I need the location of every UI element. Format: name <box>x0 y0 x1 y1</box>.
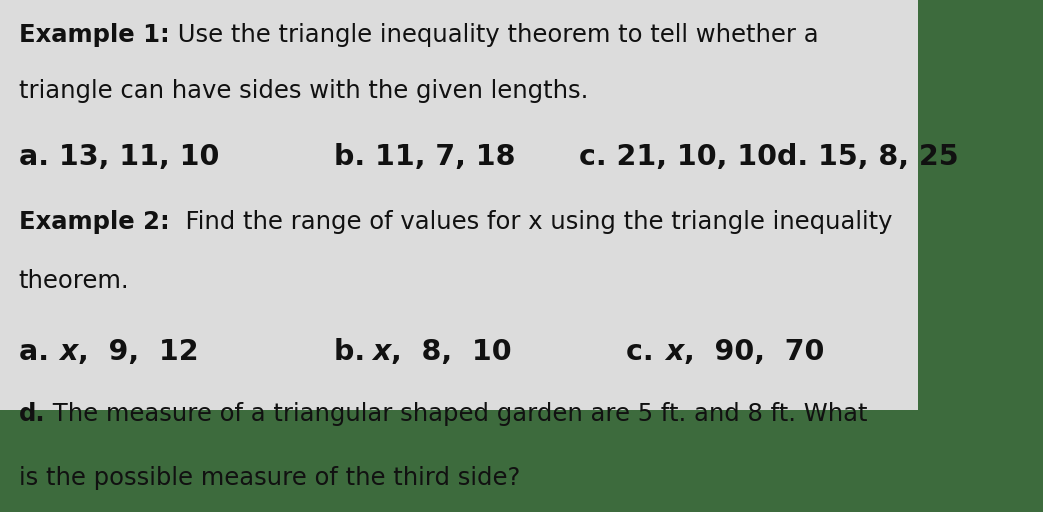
Text: x: x <box>665 338 684 366</box>
Text: ,  8,  10: , 8, 10 <box>391 338 511 366</box>
Text: Example 1:: Example 1: <box>19 23 170 47</box>
Text: theorem.: theorem. <box>19 269 129 293</box>
Text: a. 13, 11, 10: a. 13, 11, 10 <box>19 143 219 172</box>
Text: c.: c. <box>626 338 663 366</box>
Text: Find the range of values for x using the triangle inequality: Find the range of values for x using the… <box>170 210 892 234</box>
Text: a.: a. <box>19 338 58 366</box>
Text: ,  9,  12: , 9, 12 <box>78 338 198 366</box>
Text: triangle can have sides with the given lengths.: triangle can have sides with the given l… <box>19 79 588 103</box>
Text: b. 11, 7, 18: b. 11, 7, 18 <box>334 143 515 172</box>
Text: x: x <box>372 338 391 366</box>
Text: d. 15, 8, 25: d. 15, 8, 25 <box>777 143 959 172</box>
Text: Use the triangle inequality theorem to tell whether a: Use the triangle inequality theorem to t… <box>170 23 818 47</box>
Text: ,  90,  70: , 90, 70 <box>684 338 824 366</box>
Text: is the possible measure of the third side?: is the possible measure of the third sid… <box>19 466 520 490</box>
Text: a.: a. <box>19 338 58 366</box>
Text: b.: b. <box>334 338 374 366</box>
Text: c. 21, 10, 10: c. 21, 10, 10 <box>579 143 777 172</box>
Text: x: x <box>372 338 391 366</box>
Text: d.: d. <box>19 402 46 426</box>
Text: The measure of a triangular shaped garden are 5 ft. and 8 ft. What: The measure of a triangular shaped garde… <box>46 402 868 426</box>
Text: x: x <box>59 338 78 366</box>
Text: x: x <box>59 338 78 366</box>
Text: Example 2:: Example 2: <box>19 210 170 234</box>
Text: x: x <box>665 338 684 366</box>
Bar <box>0 0 918 410</box>
